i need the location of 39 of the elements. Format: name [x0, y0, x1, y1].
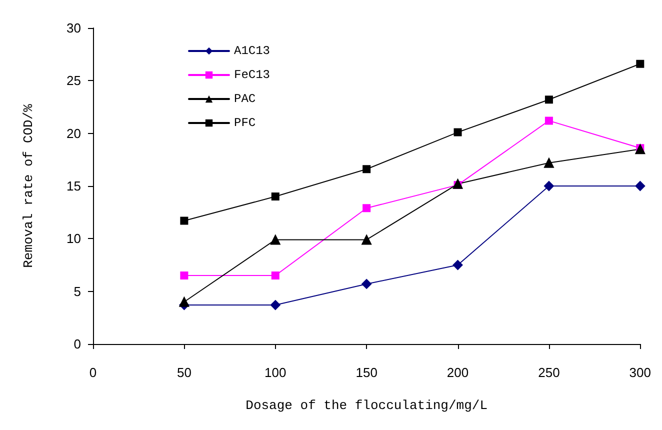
point	[180, 216, 188, 225]
point	[544, 181, 554, 191]
point	[271, 192, 280, 201]
point	[636, 60, 644, 68]
x-tick-label: 300	[629, 365, 652, 380]
point	[544, 96, 553, 104]
point	[544, 116, 553, 125]
point	[544, 158, 554, 168]
x-tick-label: 0	[89, 365, 97, 380]
point	[270, 234, 280, 245]
y-tick-label: 0	[74, 336, 81, 352]
y-tick-label: 20	[66, 126, 81, 141]
point	[454, 128, 462, 136]
y-tick-label: 10	[66, 231, 81, 246]
point	[179, 296, 190, 307]
y-axis-title: Removal rate of COD/%	[21, 104, 36, 268]
x-tick-label: 250	[538, 365, 560, 380]
y-tick-label: 5	[74, 284, 81, 299]
point	[180, 272, 188, 280]
legend-label: A1C13	[234, 44, 270, 58]
legend-label: FeC13	[234, 68, 270, 82]
point	[362, 234, 372, 245]
legend-label: PFC	[234, 116, 256, 130]
point	[635, 181, 646, 191]
x-tick-label: 150	[356, 365, 378, 380]
point	[362, 278, 372, 289]
x-axis-title: Dosage of the flocculating/mg/L	[246, 398, 488, 413]
y-tick-label: 15	[66, 178, 81, 194]
y-tick-label: 30	[66, 20, 81, 36]
x-tick-label: 200	[446, 365, 469, 380]
legend-label: PAC	[234, 92, 256, 106]
point	[270, 300, 280, 310]
x-tick-label: 50	[176, 365, 192, 380]
point	[271, 272, 280, 280]
point	[362, 204, 371, 212]
x-tick-label: 100	[264, 365, 286, 380]
point	[362, 165, 371, 174]
y-tick-label: 25	[66, 73, 81, 88]
point	[452, 260, 463, 270]
